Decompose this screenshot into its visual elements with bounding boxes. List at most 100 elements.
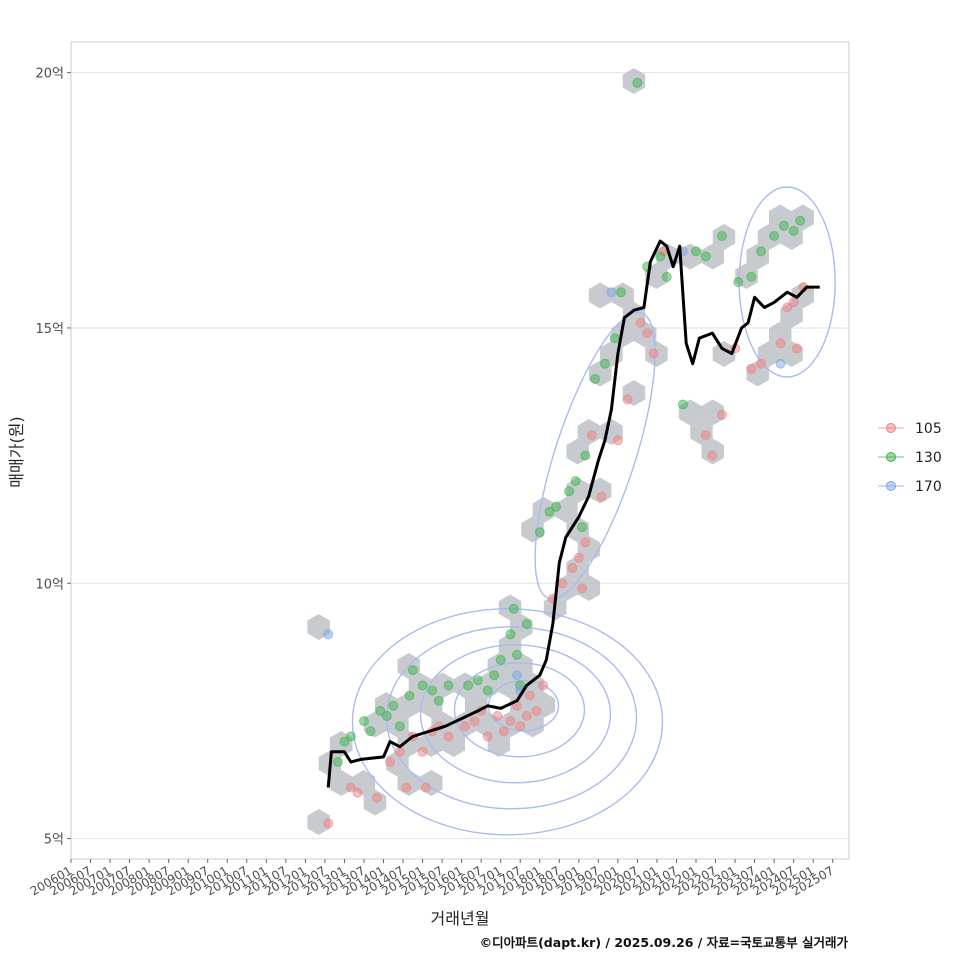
- y-axis-ticks: 5억 10억 15억 20억: [35, 67, 71, 848]
- point-170: [323, 629, 334, 640]
- point-130: [381, 711, 392, 721]
- point-105: [717, 409, 727, 420]
- point-130: [495, 654, 506, 665]
- point-105: [352, 787, 363, 798]
- trend-line: [326, 239, 820, 788]
- point-105: [345, 782, 356, 793]
- point-105: [498, 726, 509, 737]
- scatter-points: [323, 77, 809, 829]
- point-105: [505, 716, 516, 727]
- point-170: [606, 287, 617, 298]
- point-105: [521, 711, 532, 721]
- point-130: [788, 225, 799, 236]
- point-130: [590, 374, 601, 384]
- point-130: [345, 731, 356, 742]
- point-130: [365, 726, 376, 737]
- density-contours: [351, 186, 836, 836]
- point-130: [609, 333, 620, 344]
- hexbin-cell: [701, 399, 724, 426]
- point-130: [564, 486, 575, 497]
- source-caption: ©디아파트(dapt.kr) / 2025.09.26 / 자료=국토교통부 실…: [479, 935, 848, 950]
- point-105: [573, 552, 584, 563]
- point-130: [521, 619, 532, 630]
- point-130: [700, 251, 711, 262]
- legend: 105 130 170: [878, 421, 942, 495]
- point-105: [596, 491, 607, 502]
- point-105: [586, 430, 597, 441]
- point-130: [489, 670, 500, 681]
- point-105: [648, 348, 659, 359]
- point-105: [782, 302, 793, 313]
- point-105: [469, 716, 480, 727]
- y-axis-title: 매매가(원): [7, 416, 26, 487]
- point-105: [580, 537, 591, 548]
- point-130: [577, 522, 588, 533]
- point-105: [385, 757, 395, 767]
- point-105: [775, 338, 786, 349]
- point-105: [700, 430, 711, 441]
- hexbin-cell: [757, 224, 781, 250]
- point-105: [612, 435, 623, 446]
- point-130: [769, 231, 780, 241]
- point-105: [515, 721, 526, 732]
- y-tick-label: 10억: [35, 577, 64, 592]
- point-105: [635, 317, 646, 328]
- point-130: [512, 649, 522, 660]
- point-130: [388, 700, 399, 711]
- hexbin-cell: [712, 341, 736, 367]
- legend-key-point: [886, 481, 896, 491]
- point-130: [691, 246, 701, 257]
- point-130: [375, 705, 386, 716]
- point-130: [463, 680, 474, 691]
- legend-label: 105: [915, 421, 942, 437]
- legend-key-point: [886, 423, 896, 433]
- hexbin-cell: [555, 497, 578, 523]
- point-130: [655, 251, 666, 262]
- point-130: [570, 476, 581, 487]
- gridlines: [71, 72, 849, 840]
- point-170: [775, 358, 786, 369]
- hexbin-cell: [588, 282, 612, 309]
- point-105: [525, 690, 535, 701]
- point-130: [733, 277, 744, 287]
- point-105: [420, 782, 431, 793]
- y-tick-label: 20억: [35, 67, 64, 82]
- point-130: [746, 271, 757, 282]
- point-130: [394, 721, 405, 732]
- point-105: [622, 394, 633, 405]
- density-contour: [419, 644, 612, 784]
- point-130: [616, 287, 627, 298]
- point-130: [599, 358, 610, 369]
- point-130: [472, 675, 483, 686]
- hexbin-cell: [307, 809, 330, 835]
- point-105: [417, 746, 428, 757]
- point-105: [557, 578, 568, 589]
- point-105: [531, 705, 542, 716]
- point-130: [661, 271, 672, 282]
- point-105: [707, 450, 718, 461]
- point-130: [417, 680, 428, 691]
- point-130: [678, 399, 688, 410]
- x-axis-title: 거래년월: [431, 909, 490, 928]
- x-axis-ticks: 2006012006072007012007072008012008072009…: [28, 859, 836, 899]
- point-105: [323, 818, 334, 829]
- legend-label: 170: [915, 479, 942, 495]
- hexbin-cell: [397, 692, 420, 718]
- legend-label: 130: [915, 450, 942, 466]
- point-105: [756, 358, 767, 369]
- point-130: [505, 629, 516, 640]
- point-105: [443, 731, 454, 742]
- y-tick-label: 5억: [44, 833, 64, 848]
- point-130: [778, 220, 789, 231]
- point-130: [534, 527, 545, 538]
- density-contour: [351, 608, 664, 836]
- point-105: [492, 711, 503, 721]
- point-105: [567, 562, 578, 573]
- hexbin-cell: [487, 731, 511, 757]
- hexbin-cell: [386, 750, 409, 777]
- legend-key-point: [886, 452, 896, 462]
- point-105: [372, 792, 382, 803]
- point-130: [404, 690, 415, 701]
- point-130: [717, 231, 727, 241]
